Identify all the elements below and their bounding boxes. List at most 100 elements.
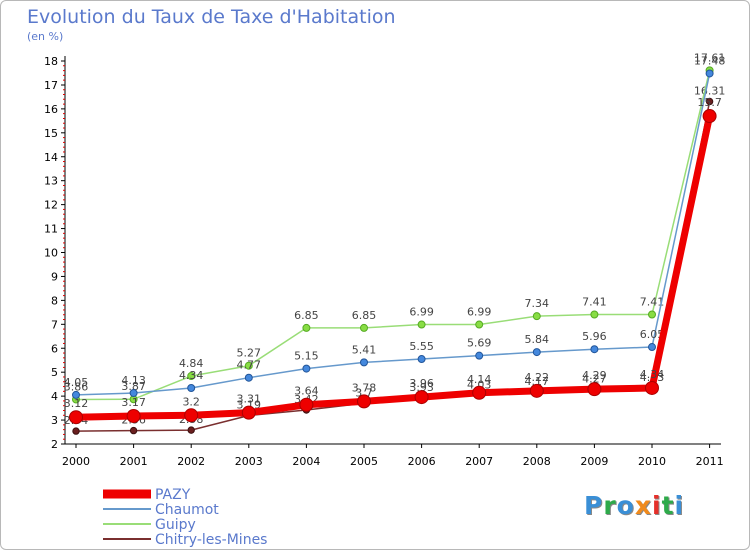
series-guipy-line xyxy=(75,70,711,401)
y-tick-label: 15 xyxy=(44,127,58,140)
data-label: 6.05 xyxy=(640,328,665,341)
logo-letter: x xyxy=(634,491,652,520)
data-label: 4.14 xyxy=(467,373,492,386)
y-tick-label: 7 xyxy=(51,318,58,331)
y-tick-label: 13 xyxy=(44,175,58,188)
series-guipy-point xyxy=(590,310,599,319)
data-label: 3.78 xyxy=(352,381,377,394)
x-tick-label: 2000 xyxy=(62,455,90,468)
data-label: 4.13 xyxy=(121,374,146,387)
y-tick-label: 3 xyxy=(51,414,58,427)
series-chaumot-point xyxy=(72,390,80,399)
x-tick-label: 2011 xyxy=(696,455,724,468)
series-pazy-line xyxy=(75,115,714,421)
y-tick-label: 9 xyxy=(51,270,58,283)
series-chitry-les-mines-point xyxy=(187,426,195,434)
data-label: 3.19 xyxy=(237,399,262,412)
logo-letter: i xyxy=(652,491,662,520)
series-pazy-point xyxy=(529,383,544,398)
series-pazy-point xyxy=(126,408,141,423)
data-label: 3.96 xyxy=(409,377,434,390)
logo-letter: P xyxy=(584,491,604,520)
data-label: 3.86 xyxy=(64,380,89,393)
series-chaumot-point xyxy=(590,345,599,354)
data-label: 5.69 xyxy=(467,337,492,350)
series-pazy-point xyxy=(184,408,199,423)
series-chaumot-point xyxy=(187,383,196,392)
data-label: 4.03 xyxy=(467,378,492,391)
x-tick-label: 2004 xyxy=(292,455,320,468)
data-label: 6.99 xyxy=(409,306,434,319)
y-tick-label: 17 xyxy=(44,79,58,92)
series-pazy-point xyxy=(357,394,371,409)
x-tick-label: 2001 xyxy=(120,455,148,468)
logo-letter: o xyxy=(616,491,635,520)
y-tick-label: 18 xyxy=(44,55,58,68)
series-pazy-point xyxy=(241,405,256,420)
data-label: 15.7 xyxy=(697,96,722,109)
y-tick-label: 11 xyxy=(44,223,58,236)
logo-letter: t xyxy=(661,491,675,520)
data-label: 5.15 xyxy=(294,350,319,363)
proxiti-logo: Proxiti xyxy=(584,491,684,520)
data-label: 5.84 xyxy=(525,333,550,346)
data-label: 4.34 xyxy=(179,369,204,382)
series-chitry-les-mines-point xyxy=(72,427,80,435)
data-label: 3.87 xyxy=(121,380,146,393)
data-label: 4.22 xyxy=(525,371,550,384)
data-label: 5.55 xyxy=(409,340,434,353)
series-guipy-point xyxy=(648,310,656,319)
y-tick-label: 12 xyxy=(44,199,58,212)
data-label: 3.12 xyxy=(64,397,89,410)
legend-label-pazy: PAZY xyxy=(155,487,191,503)
x-tick-label: 2006 xyxy=(408,455,436,468)
series-pazy-point xyxy=(299,397,314,412)
data-label: 5.96 xyxy=(582,330,607,343)
y-tick-label: 6 xyxy=(51,342,58,355)
y-tick-label: 8 xyxy=(51,294,58,307)
series-pazy-point xyxy=(414,390,429,405)
y-tick-label: 16 xyxy=(44,103,58,116)
series-chitry-les-mines-point xyxy=(129,426,138,435)
x-tick-label: 2005 xyxy=(350,455,378,468)
data-label: 3.2 xyxy=(182,395,200,408)
series-chaumot-point xyxy=(417,355,426,364)
data-label: 3.31 xyxy=(237,393,262,406)
y-tick-label: 14 xyxy=(44,151,58,164)
series-pazy-point xyxy=(702,109,717,124)
data-label: 6.99 xyxy=(467,306,492,319)
y-tick-label: 2 xyxy=(51,438,58,451)
legend-label-guipy: Guipy xyxy=(155,517,196,533)
data-label: 4.05 xyxy=(64,376,89,389)
series-chaumot-line xyxy=(75,73,711,396)
data-label: 4.29 xyxy=(582,369,607,382)
series-chaumot-point xyxy=(532,348,541,357)
data-label: 4.84 xyxy=(179,357,204,370)
x-tick-label: 2002 xyxy=(177,455,205,468)
chart-title: Evolution du Taux de Taxe d'Habitation xyxy=(27,6,396,28)
legend-label-chaumot: Chaumot xyxy=(155,502,219,518)
series-guipy-point xyxy=(417,320,426,329)
series-guipy-point xyxy=(302,323,311,332)
series-chaumot-point xyxy=(705,69,714,78)
chart-subtitle: (en %) xyxy=(27,30,64,43)
x-tick-label: 2003 xyxy=(235,455,263,468)
data-label: 7.41 xyxy=(640,295,665,308)
series-chaumot-point xyxy=(648,343,656,352)
series-chaumot-point xyxy=(475,351,484,360)
series-chitry-les-mines-point xyxy=(705,97,714,106)
series-guipy-point xyxy=(475,320,484,329)
data-label: 3.17 xyxy=(121,396,146,409)
series-chitry-les-mines: 2.542.562.583.193.423.73.934.034.174.274… xyxy=(64,84,725,435)
data-label: 5.41 xyxy=(352,343,377,356)
series-chaumot-point xyxy=(129,389,138,398)
data-label: 4.77 xyxy=(237,359,262,372)
series-chaumot-point xyxy=(360,358,368,367)
data-label: 17.61 xyxy=(694,51,726,64)
series-guipy-point xyxy=(532,312,541,321)
y-tick-label: 10 xyxy=(44,247,58,260)
series-pazy-point xyxy=(472,385,487,400)
logo-letter: i xyxy=(674,491,685,520)
